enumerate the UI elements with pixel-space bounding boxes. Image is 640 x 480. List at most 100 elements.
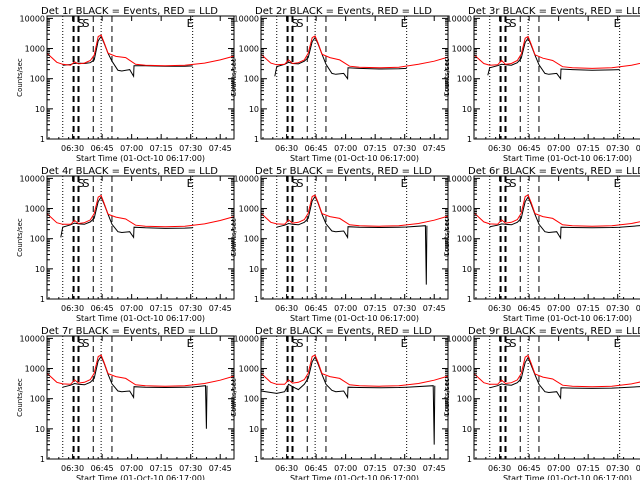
x-axis-label: Start Time (01-Oct-10 06:17:00): [290, 314, 419, 323]
x-axis-label: Start Time (01-Oct-10 06:17:00): [503, 474, 632, 480]
y-tick-label: 1: [254, 135, 259, 144]
x-tick-label: 07:15: [577, 464, 600, 473]
series-lld-line: [260, 194, 449, 227]
y-tick-label: 100: [244, 75, 259, 84]
x-tick-label: 07:30: [606, 464, 629, 473]
x-tick-label: 07:00: [547, 144, 570, 153]
x-tick-label: 07:00: [120, 144, 143, 153]
y-tick-label: 10: [462, 105, 472, 114]
y-tick-label: 1000: [452, 365, 472, 374]
series-lld-line: [260, 354, 449, 387]
flag-label: S: [505, 177, 512, 190]
y-axis-label: Counts/sec: [443, 378, 451, 417]
plot-frame: [473, 335, 640, 460]
y-axis-label: Counts/sec: [16, 58, 24, 97]
flag-label: E: [401, 177, 408, 190]
flag-label: E: [401, 337, 408, 350]
series-lld-line: [473, 354, 640, 388]
x-tick-label: 07:30: [393, 144, 416, 153]
flag-label: S: [292, 337, 299, 350]
flag-label: S: [509, 17, 516, 30]
y-tick-label: 100: [30, 235, 45, 244]
y-tick-label: 10: [462, 425, 472, 434]
y-axis-label: Counts/sec: [16, 378, 24, 417]
y-tick-label: 10: [35, 265, 45, 274]
x-tick-label: 06:45: [305, 464, 328, 473]
x-tick-label: 06:30: [488, 464, 511, 473]
plot-frame: [46, 335, 235, 460]
x-tick-label: 06:30: [61, 304, 84, 313]
x-tick-label: 07:15: [364, 144, 387, 153]
plot-frame: [46, 175, 235, 300]
series-events-line: [489, 356, 640, 400]
series-events-line: [260, 356, 436, 445]
y-tick-label: 10000: [234, 174, 259, 183]
y-axis-label: Counts/sec: [443, 58, 451, 97]
flag-label: E: [187, 337, 194, 350]
x-tick-label: 07:30: [179, 464, 202, 473]
x-tick-label: 06:45: [518, 304, 541, 313]
x-tick-label: 07:30: [393, 304, 416, 313]
y-tick-label: 10000: [234, 14, 259, 23]
y-axis-label: Counts/sec: [443, 218, 451, 257]
x-tick-label: 07:30: [179, 144, 202, 153]
y-tick-label: 100: [457, 235, 472, 244]
flag-label: S: [78, 337, 85, 350]
flag-label: S: [505, 17, 512, 30]
y-tick-label: 1000: [452, 45, 472, 54]
x-axis-label: Start Time (01-Oct-10 06:17:00): [290, 474, 419, 480]
flag-label: S: [292, 17, 299, 30]
plot-frame: [46, 15, 235, 140]
x-tick-label: 07:45: [209, 144, 232, 153]
x-tick-label: 06:45: [518, 464, 541, 473]
y-tick-label: 1: [467, 455, 472, 464]
x-tick-label: 07:00: [334, 144, 357, 153]
x-tick-label: 06:30: [488, 144, 511, 153]
y-tick-label: 100: [30, 75, 45, 84]
plot-frame: [260, 335, 449, 460]
x-tick-label: 07:00: [120, 464, 143, 473]
x-tick-label: 07:00: [547, 304, 570, 313]
x-tick-label: 07:15: [364, 304, 387, 313]
series-events-line: [60, 196, 193, 239]
y-tick-label: 100: [457, 395, 472, 404]
flag-label: S: [296, 17, 303, 30]
x-tick-label: 07:15: [150, 304, 173, 313]
x-tick-label: 07:15: [150, 464, 173, 473]
x-tick-label: 06:45: [305, 144, 328, 153]
plot-frame: [260, 175, 449, 300]
x-tick-label: 07:00: [334, 304, 357, 313]
x-tick-label: 07:15: [150, 144, 173, 153]
flag-label: E: [187, 177, 194, 190]
x-tick-label: 07:45: [636, 304, 640, 313]
series-lld-line: [46, 194, 235, 228]
series-lld-line: [473, 194, 640, 227]
flag-label: S: [82, 17, 89, 30]
y-tick-label: 10: [35, 425, 45, 434]
plot-frame: [473, 15, 640, 140]
x-tick-label: 07:45: [423, 304, 446, 313]
x-tick-label: 06:30: [275, 464, 298, 473]
y-tick-label: 1000: [239, 45, 259, 54]
series-events-line: [489, 196, 640, 240]
flag-label: S: [509, 337, 516, 350]
flag-label: S: [292, 177, 299, 190]
y-tick-label: 100: [244, 395, 259, 404]
series-lld-line: [46, 34, 235, 67]
flag-label: S: [82, 177, 89, 190]
x-tick-label: 07:45: [209, 464, 232, 473]
y-tick-label: 1000: [25, 205, 45, 214]
y-axis-label: Counts/sec: [230, 218, 238, 257]
y-tick-label: 1000: [25, 45, 45, 54]
y-tick-label: 10000: [447, 14, 472, 23]
x-tick-label: 07:30: [606, 304, 629, 313]
x-axis-label: Start Time (01-Oct-10 06:17:00): [503, 314, 632, 323]
